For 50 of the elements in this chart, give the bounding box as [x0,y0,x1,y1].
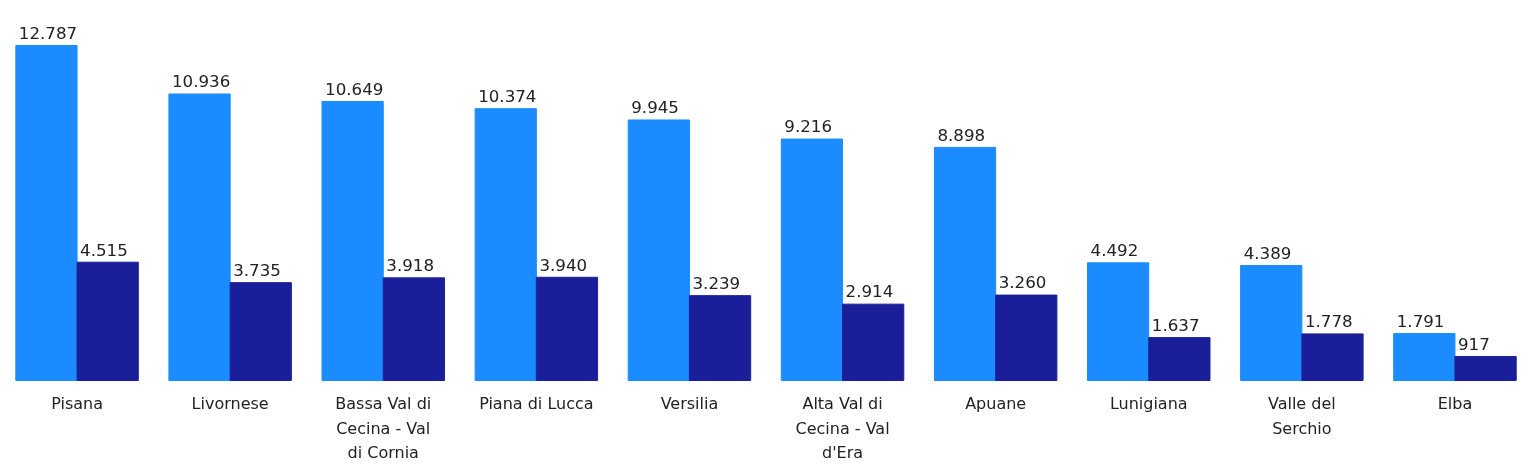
data-label: 9.216 [784,117,833,137]
bar [995,294,1058,381]
x-tick-label: Versilia [660,393,719,413]
bar [1454,355,1517,381]
bar [842,303,905,381]
x-tick-label: Elba [1437,393,1473,413]
data-label: 9.945 [631,98,679,118]
bar [535,276,599,381]
x-tick-label: Pisana [51,393,103,413]
data-label: 1.637 [1151,315,1200,335]
data-label: 1.778 [1304,312,1353,332]
data-label: 3.918 [386,256,434,276]
bar [627,119,690,381]
x-tick-label: Valle del Serchio [1267,393,1336,438]
bar [1301,333,1364,381]
x-tick-label: Alta Val di Cecina - Val d'Era [795,393,890,463]
data-label: 4.492 [1090,241,1139,261]
data-label: 3.239 [692,273,741,293]
x-tick-label: Piana di Lucca [479,393,594,413]
bar [933,146,997,381]
data-label: 3.940 [539,255,588,275]
data-label: 3.260 [998,273,1047,293]
bar [688,295,752,381]
bar [780,138,844,381]
bar [1240,265,1303,381]
bar [474,108,537,381]
data-label: 917 [1458,334,1490,354]
bar [1087,262,1150,381]
bar [1393,333,1456,381]
bar [229,282,292,381]
x-tick-label: Lunigiana [1109,393,1188,413]
data-label: 3.735 [233,260,281,280]
x-tick-label: Bassa Val di Cecina - Val di Cornia [335,393,432,463]
data-label: 4.389 [1243,243,1292,263]
data-label: 8.898 [937,125,986,145]
data-label: 1.791 [1396,311,1445,331]
bar [76,261,139,381]
bar [1148,337,1211,381]
bar [168,93,231,381]
bar [15,45,78,381]
data-label: 4.515 [80,240,128,260]
data-label: 10.649 [325,79,384,99]
data-label: 2.914 [845,282,894,302]
data-label: 10.936 [171,72,231,92]
bar [382,277,445,381]
x-tick-label: Livornese [191,393,269,413]
x-tick-label: Apuane [965,393,1027,413]
bar [321,101,384,381]
data-label: 10.374 [478,87,537,107]
data-label: 12.787 [18,23,78,43]
